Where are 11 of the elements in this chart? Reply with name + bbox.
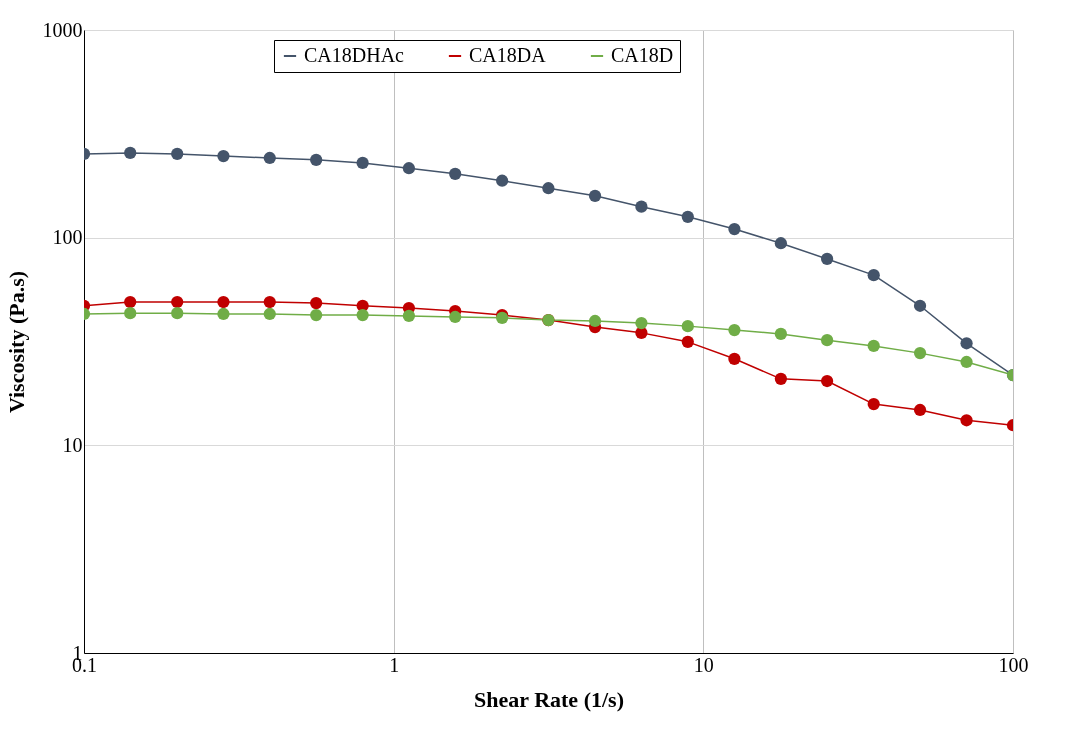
x-tick-label: 1 [389, 653, 400, 676]
y-tick-label: 100 [52, 226, 83, 249]
legend-label: CA18DHAc [304, 44, 405, 66]
y-axis-title: Viscosity (Pa.s) [3, 270, 29, 414]
x-tick-label: 10 [693, 653, 714, 676]
y-tick-label: 1000 [42, 18, 83, 41]
legend-label: CA18DA [469, 44, 547, 66]
x-tick-label: 100 [998, 653, 1029, 676]
y-tick-label: 10 [62, 433, 83, 456]
legend-label: CA18D [611, 44, 674, 66]
x-axis-title: Shear Rate (1/s) [474, 686, 624, 712]
